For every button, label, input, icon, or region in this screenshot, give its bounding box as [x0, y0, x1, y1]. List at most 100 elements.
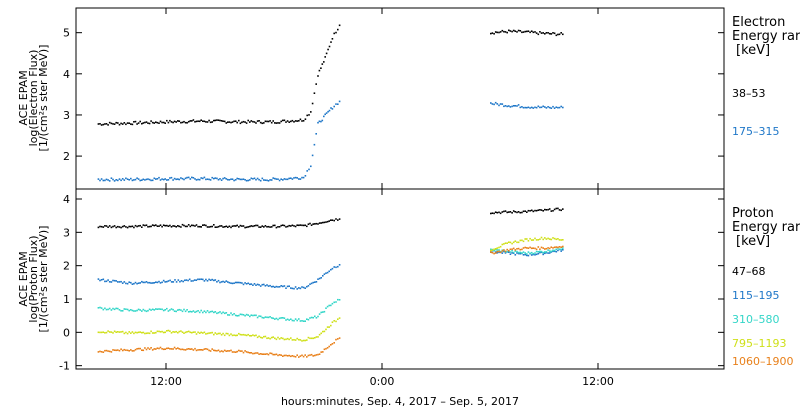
data-point: [97, 331, 100, 334]
data-point: [150, 347, 152, 349]
data-point: [203, 348, 206, 350]
data-point: [242, 283, 245, 286]
data-point: [283, 178, 286, 180]
data-point: [99, 350, 101, 353]
data-point: [275, 353, 278, 356]
data-point: [219, 281, 221, 284]
data-point: [193, 279, 196, 281]
data-point: [120, 331, 122, 333]
data-point: [147, 178, 149, 180]
data-point: [282, 317, 284, 319]
data-point: [130, 332, 132, 334]
data-point: [158, 347, 160, 350]
data-point: [183, 178, 185, 181]
data-point: [222, 350, 224, 353]
data-point: [550, 210, 553, 212]
data-point: [261, 283, 264, 286]
y-tick-label: 4: [63, 193, 70, 206]
data-point: [323, 221, 326, 224]
data-point: [519, 248, 522, 251]
data-point: [108, 121, 111, 124]
data-point: [557, 106, 559, 109]
x-tick-label: 0:00: [370, 375, 395, 388]
data-point: [294, 356, 297, 358]
data-point: [509, 30, 512, 32]
data-point: [252, 314, 254, 317]
data-point: [258, 353, 260, 355]
data-point: [150, 225, 152, 228]
data-point: [121, 282, 124, 284]
data-point: [298, 287, 300, 289]
data-point: [283, 317, 286, 319]
data-point: [509, 106, 512, 108]
data-point: [203, 280, 206, 282]
data-point: [183, 120, 185, 123]
data-point: [299, 178, 302, 180]
data-point: [325, 272, 327, 274]
data-point: [526, 106, 528, 109]
data-point: [230, 121, 232, 124]
data-point: [177, 309, 179, 311]
data-point: [102, 351, 105, 353]
data-point: [189, 178, 192, 180]
data-point: [539, 248, 541, 250]
data-point: [130, 309, 132, 311]
data-point: [211, 348, 213, 350]
data-point: [544, 237, 546, 239]
data-point: [144, 179, 146, 181]
data-point: [137, 347, 140, 350]
data-point: [532, 247, 535, 249]
data-point: [539, 251, 541, 254]
data-point: [534, 237, 536, 240]
data-point: [253, 314, 256, 317]
data-point: [269, 179, 271, 181]
data-point: [130, 177, 132, 180]
data-point: [259, 121, 262, 124]
data-point: [189, 225, 192, 228]
data-point: [288, 177, 290, 180]
data-point: [560, 248, 562, 251]
electron-ylabel: log(Electron Flux): [27, 50, 40, 147]
data-point: [123, 332, 126, 335]
data-point: [530, 209, 533, 212]
data-point: [532, 210, 535, 213]
data-point: [267, 225, 270, 228]
data-point: [283, 338, 286, 341]
data-point: [153, 332, 156, 334]
data-point: [173, 331, 176, 333]
data-point: [278, 338, 281, 340]
data-point: [259, 179, 262, 182]
data-point: [509, 253, 512, 255]
data-point: [236, 121, 238, 124]
data-point: [537, 252, 540, 255]
proton-plot-frame: [75, 188, 725, 370]
data-point: [330, 324, 332, 327]
data-point: [97, 278, 100, 280]
data-point: [511, 248, 513, 250]
data-point: [220, 312, 223, 315]
data-point: [230, 226, 232, 229]
data-point: [555, 106, 558, 108]
data-point: [539, 106, 541, 109]
data-point: [302, 355, 305, 358]
data-point: [498, 249, 500, 251]
data-point: [267, 180, 270, 182]
legend-entry-2: 115–195: [732, 289, 780, 302]
data-point: [178, 308, 181, 311]
data-point: [151, 282, 154, 284]
data-point: [494, 252, 497, 254]
legend-entry-1: 47–68: [732, 265, 766, 278]
data-point: [242, 178, 245, 180]
data-point: [504, 252, 507, 254]
data-point: [337, 28, 339, 31]
data-point: [147, 226, 149, 228]
data-point: [120, 226, 122, 229]
data-point: [542, 105, 544, 108]
data-point: [517, 247, 520, 250]
data-point: [274, 177, 276, 180]
data-point: [338, 337, 341, 339]
data-point: [550, 246, 553, 248]
data-point: [230, 333, 232, 335]
data-point: [250, 352, 253, 354]
data-point: [233, 351, 235, 353]
